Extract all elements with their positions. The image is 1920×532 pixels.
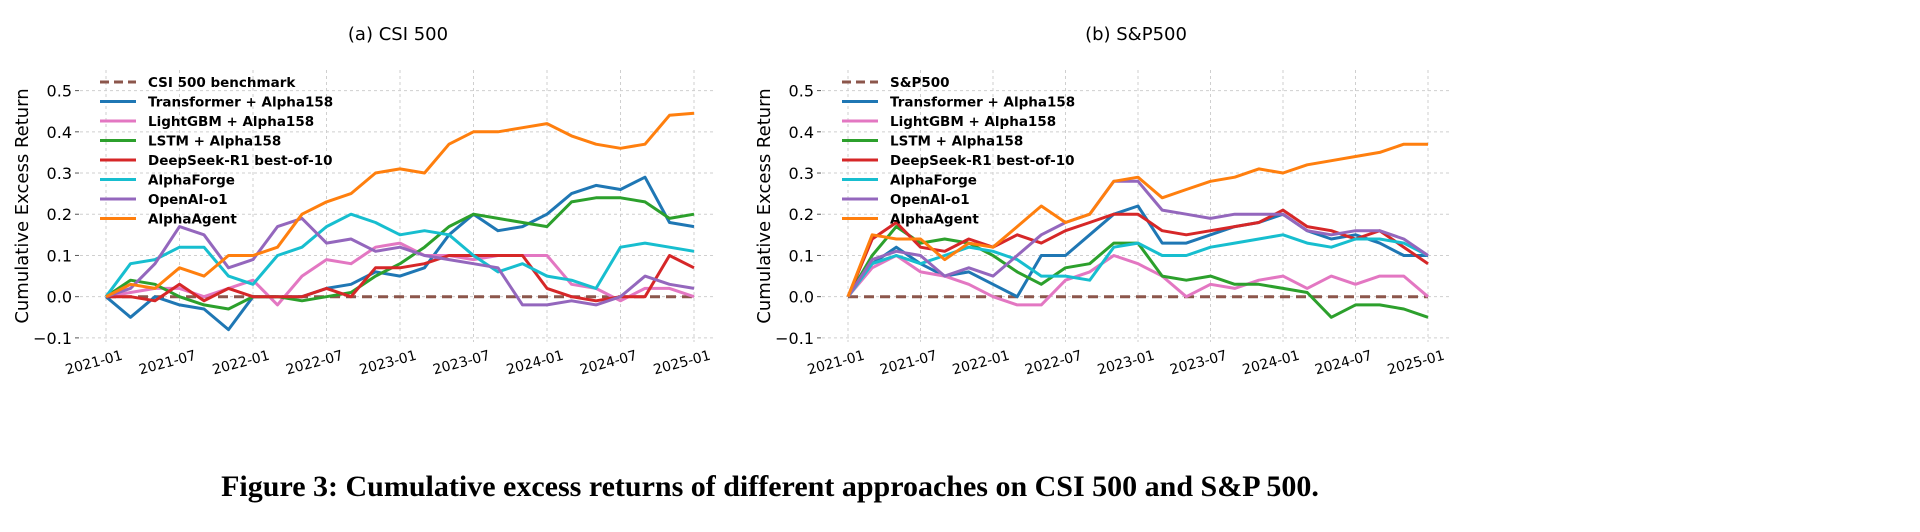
x-tick-label: 2021-07	[137, 348, 198, 379]
legend-label: S&P500	[890, 75, 950, 91]
series-line-transformer-alpha158	[105, 175, 695, 332]
x-tick-label: 2023-01	[358, 348, 419, 379]
y-tick-label: 0.2	[47, 205, 72, 224]
series-line-alphaforge	[104, 212, 695, 298]
chart-sp500: 2021-01 2021-07 2022-01 2022-07 2023-01 2023-…	[754, 24, 1450, 378]
y-tick-label: 0.0	[789, 288, 814, 307]
y-tick-label: 0.1	[789, 246, 814, 265]
chart-csi500: 2021-01 2021-07 2022-01 2022-07 2023-01 2023-…	[12, 24, 716, 378]
legend-label: LSTM + Alpha158	[148, 134, 281, 150]
legend-label: AlphaAgent	[890, 212, 979, 228]
series-line-deepseek-r1-best-of-10	[106, 254, 695, 303]
series-line-openai-o1	[105, 216, 695, 307]
chart-title: (b) S&P500	[1085, 24, 1187, 45]
series-line-alphaagent	[105, 111, 695, 299]
y-tick-label: 0.4	[789, 123, 814, 142]
x-tick-label: 2021-01	[806, 348, 867, 379]
charts-svg: 2021-01 2021-07 2022-01 2022-07 2023-01 2023-…	[12, 24, 1450, 378]
y-axis-label: Cumulative Excess Return	[754, 88, 775, 323]
y-tick-label: 0.2	[789, 205, 814, 224]
x-tick-label: 2024-07	[578, 348, 639, 379]
series-line-lstm-alpha158	[105, 196, 695, 311]
x-tick-label: 2022-01	[211, 348, 272, 379]
series-line-alphaforge	[846, 233, 1429, 298]
x-tick-label: 2023-07	[1168, 348, 1229, 379]
x-tick-label: 2023-07	[431, 348, 492, 379]
x-tick-label: 2024-01	[505, 348, 566, 379]
legend-label: AlphaForge	[148, 173, 235, 189]
x-tick-label: 2025-01	[652, 348, 713, 379]
x-tick-label: 2021-01	[64, 348, 125, 379]
legend-label: AlphaForge	[890, 173, 977, 189]
y-tick-label: −0.1	[33, 329, 72, 348]
x-tick-label: 2022-07	[1023, 348, 1084, 379]
y-tick-label: 0.1	[47, 246, 72, 265]
chart-title: (a) CSI 500	[348, 24, 448, 45]
y-axis-label: Cumulative Excess Return	[12, 88, 33, 323]
legend-label: CSI 500 benchmark	[148, 75, 296, 91]
y-tick-label: −0.1	[775, 329, 814, 348]
legend-label: DeepSeek-R1 best-of-10	[890, 153, 1075, 169]
series-line-openai-o1	[846, 179, 1429, 298]
legend-label: Transformer + Alpha158	[148, 95, 333, 111]
series-line-deepseek-r1-best-of-10	[846, 208, 1429, 298]
y-tick-label: 0.0	[47, 288, 72, 307]
y-tick-label: 0.4	[47, 123, 72, 142]
legend-label: Transformer + Alpha158	[890, 95, 1075, 111]
legend-label: DeepSeek-R1 best-of-10	[148, 153, 333, 169]
x-tick-label: 2024-01	[1241, 348, 1302, 379]
legend: CSI 500 benchmark Transformer + Alpha158 L…	[100, 75, 333, 228]
x-tick-label: 2021-07	[878, 348, 939, 379]
figure-caption: Figure 3: Cumulative excess returns of d…	[221, 470, 1319, 503]
x-tick-label: 2022-07	[284, 348, 345, 379]
y-tick-label: 0.5	[789, 82, 814, 101]
y-tick-label: 0.3	[47, 164, 72, 183]
x-tick-label: 2025-01	[1386, 348, 1447, 379]
legend-label: LightGBM + Alpha158	[148, 114, 314, 130]
legend-label: LSTM + Alpha158	[890, 134, 1023, 150]
series-line-alphaagent	[846, 142, 1428, 298]
x-tick-label: 2022-01	[951, 348, 1012, 379]
y-tick-label: 0.3	[789, 164, 814, 183]
y-tick-label: 0.5	[47, 82, 72, 101]
x-tick-label: 2024-07	[1313, 348, 1374, 379]
legend-label: AlphaAgent	[148, 212, 237, 228]
legend-label: LightGBM + Alpha158	[890, 114, 1056, 130]
legend-label: OpenAI-o1	[890, 192, 970, 208]
legend: S&P500 Transformer + Alpha158 LightGBM + A…	[842, 75, 1075, 228]
legend-label: OpenAI-o1	[148, 192, 228, 208]
x-tick-label: 2023-01	[1096, 348, 1157, 379]
